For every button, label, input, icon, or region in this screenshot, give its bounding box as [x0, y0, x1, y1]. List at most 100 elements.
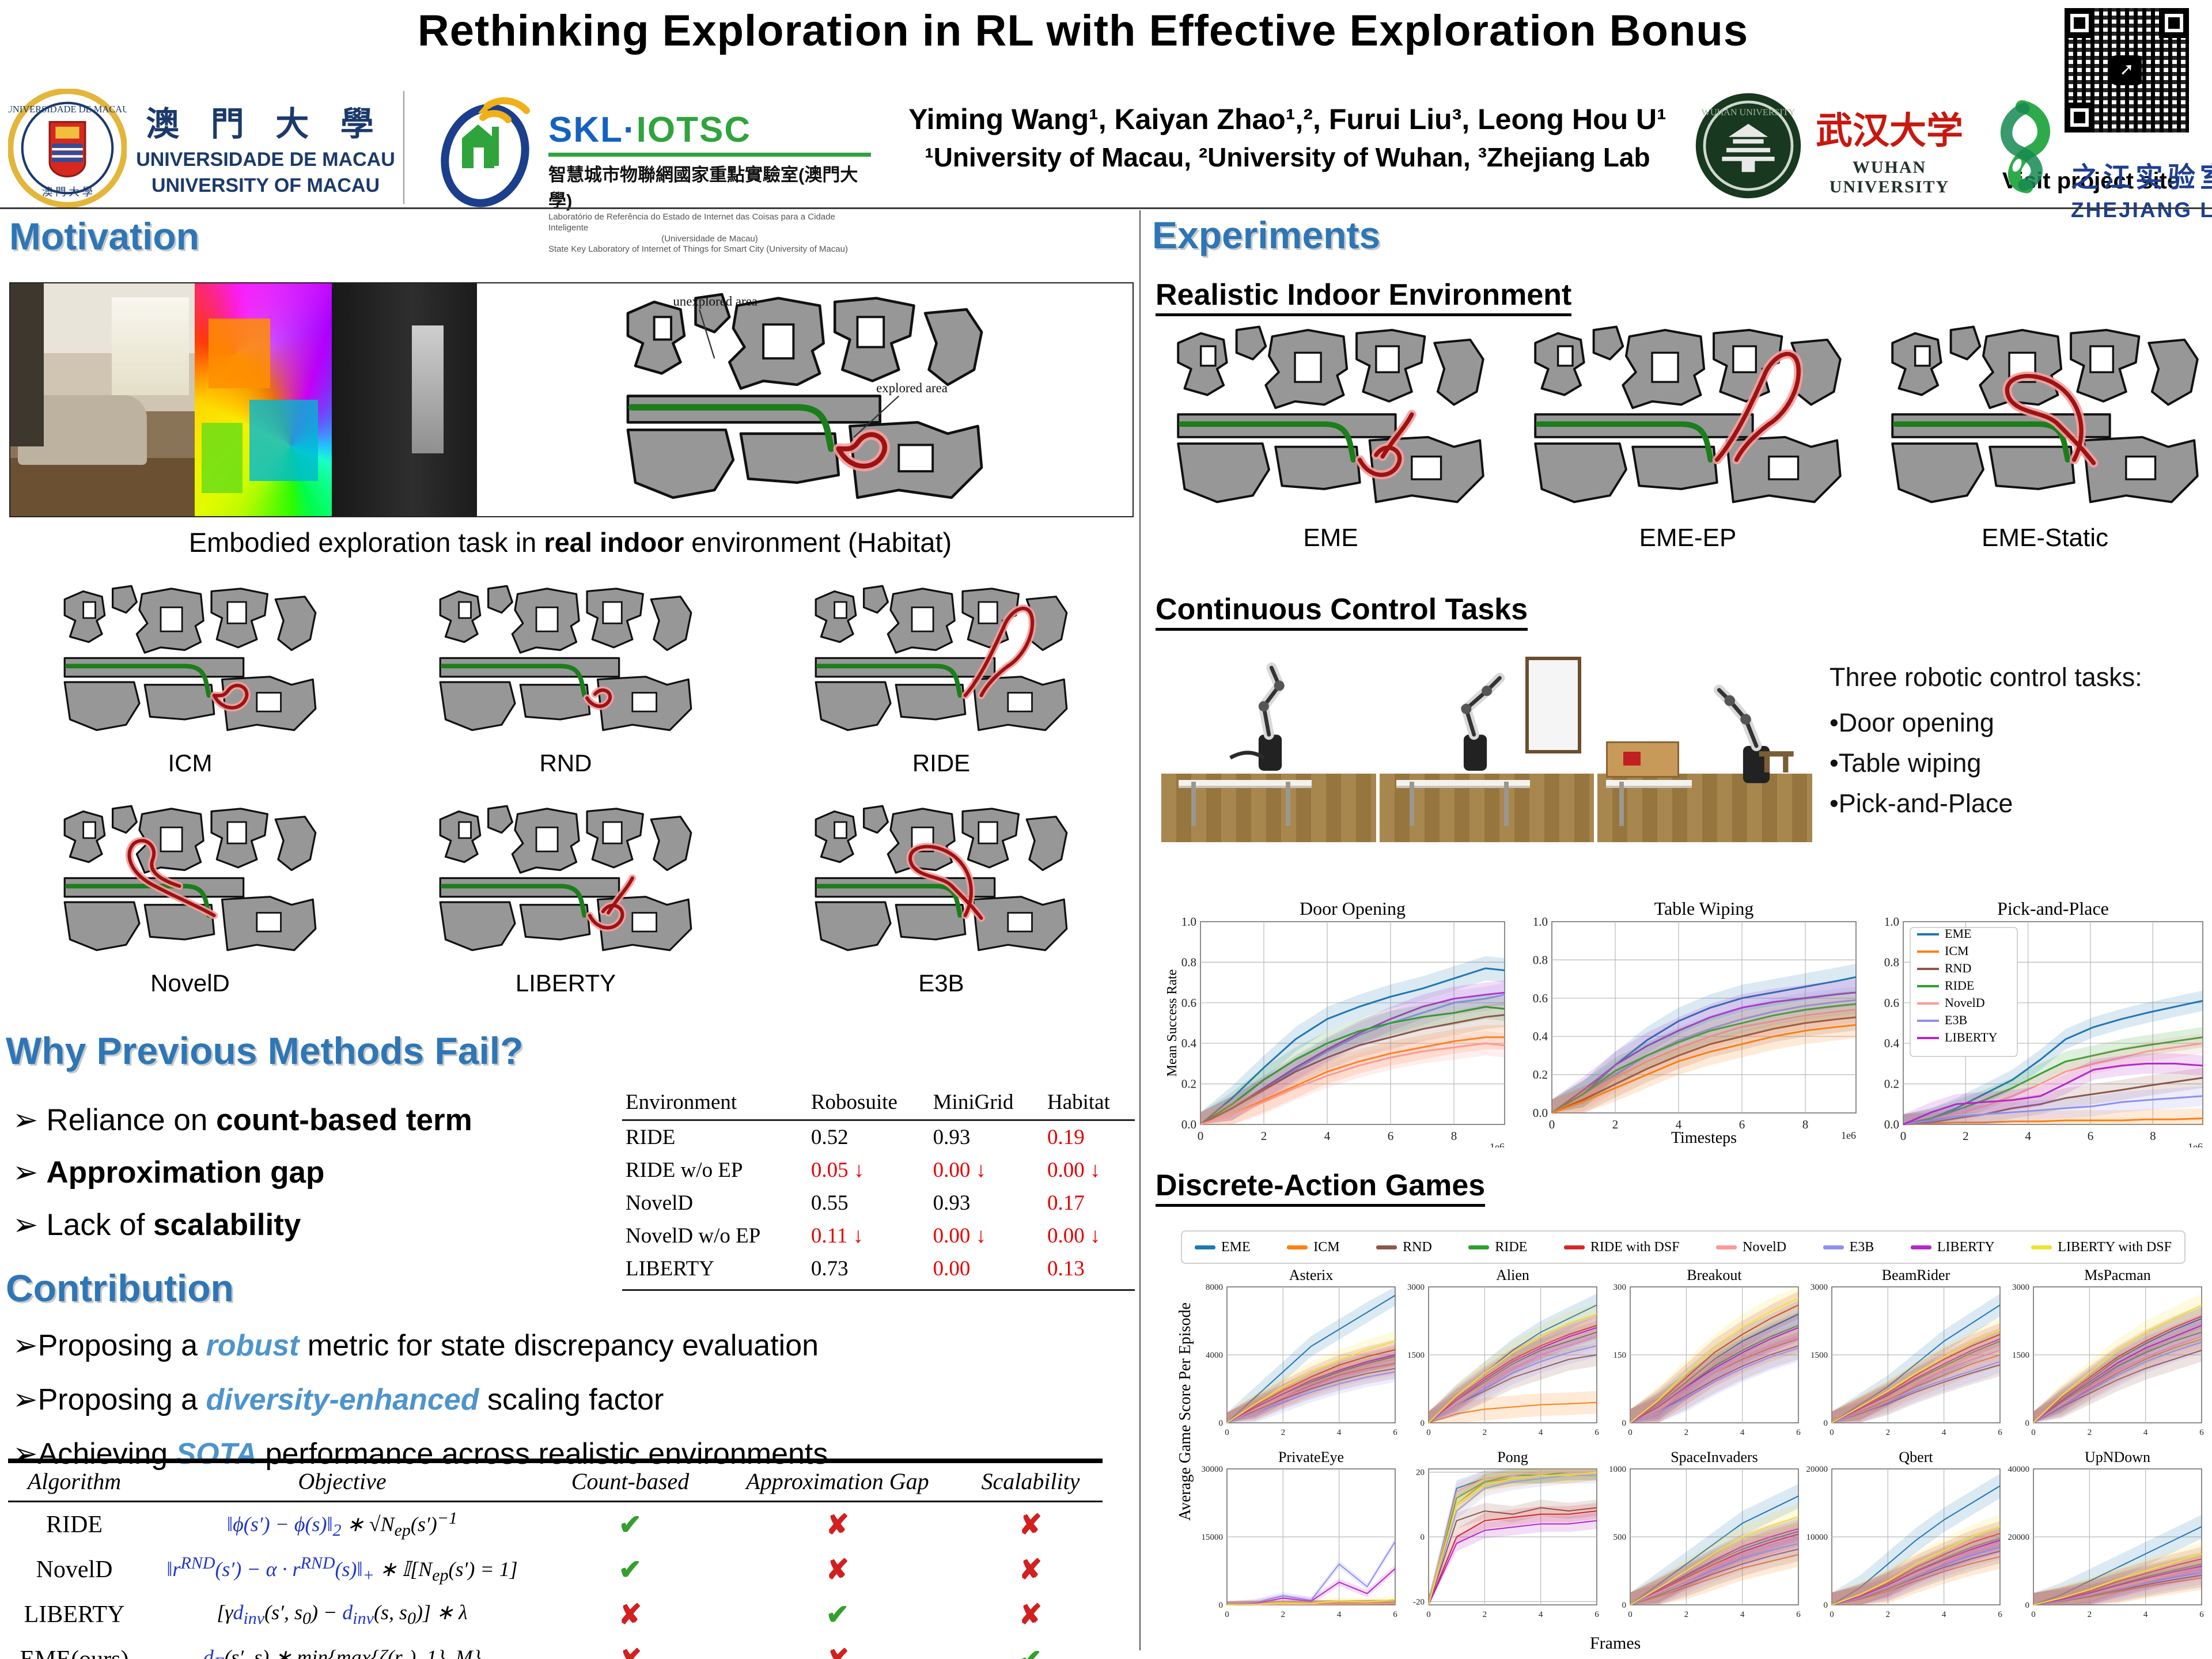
- svg-text:0: 0: [2031, 1610, 2036, 1619]
- qr-finder-icon: [2159, 8, 2189, 38]
- legend-item: LIBERTY: [1910, 1240, 1995, 1255]
- table-header: Habitat: [1043, 1089, 1135, 1121]
- atari-xlabel: Frames: [1590, 1634, 1641, 1653]
- skl-sub3: State Key Laboratory of Internet of Thin…: [548, 244, 848, 255]
- algo-header: Algorithm: [27, 1468, 122, 1494]
- table-header: MiniGrid: [929, 1089, 1044, 1121]
- atari-chart-PrivateEye: 0 15000 30000 0 2 4 6 PrivateEye: [1200, 1449, 1400, 1622]
- svg-text:0: 0: [1219, 1419, 1224, 1428]
- svg-text:0: 0: [1900, 1129, 1907, 1143]
- svg-text:6: 6: [1393, 1610, 1397, 1619]
- table-row: LIBERTY 0.73 0.00 0.13: [622, 1252, 1135, 1291]
- table-wiping-photo: [1379, 641, 1594, 842]
- table-row: NovelD 0.55 0.93 0.17: [626, 1191, 1085, 1215]
- authors-line: Yiming Wang¹, Kaiyan Zhao¹,², Furui Liu³…: [908, 103, 1666, 135]
- bullet-arrow-icon: ➢: [13, 1329, 38, 1362]
- svg-text:2: 2: [1612, 1118, 1619, 1131]
- svg-text:2: 2: [2088, 1428, 2092, 1437]
- bullet-arrow-icon: ➢: [13, 1103, 39, 1137]
- svg-text:0: 0: [2025, 1601, 2030, 1610]
- svg-text:0.2: 0.2: [1533, 1068, 1548, 1082]
- indoor-map-EME: EME: [1158, 320, 1503, 552]
- skl-iotsc-icon: [427, 92, 543, 207]
- svg-text:0.6: 0.6: [1181, 996, 1196, 1010]
- svg-text:4: 4: [1740, 1610, 1745, 1619]
- svg-text:300: 300: [1613, 1283, 1627, 1292]
- um-logo-text: 澳 門 大 學 UNIVERSIDADE DE MACAU UNIVERSITY…: [136, 97, 395, 197]
- svg-text:0: 0: [1830, 1428, 1834, 1437]
- svg-text:0: 0: [2025, 1419, 2030, 1428]
- svg-text:8: 8: [2150, 1129, 2156, 1143]
- svg-text:8000: 8000: [1206, 1283, 1223, 1292]
- svg-text:RIDE: RIDE: [1945, 978, 1974, 993]
- svg-text:RND: RND: [1945, 961, 1971, 975]
- legend-item: RIDE with DSF: [1563, 1240, 1680, 1255]
- check-icon: ✔: [959, 1643, 1103, 1659]
- legend-swatch-icon: [1195, 1245, 1215, 1249]
- svg-text:6: 6: [1739, 1118, 1745, 1131]
- algo-row-EME(ours): EME(ours)dE(s′, s) ∗ min{max{ζ(rs), 1}, …: [8, 1637, 1103, 1659]
- task-door-opening: •Door opening: [1830, 708, 1994, 737]
- svg-text:explored area: explored area: [876, 381, 948, 395]
- svg-text:4: 4: [1942, 1428, 1946, 1437]
- svg-text:1.0: 1.0: [1884, 915, 1899, 929]
- svg-text:4: 4: [1942, 1610, 1946, 1619]
- atari-chart-grid: 0 4000 8000 0 2 4 6 Asterix 0 1500 3000 0 2 4 6 Alien 0 1…: [1200, 1267, 2209, 1629]
- pick-and-place-photo: [1597, 641, 1813, 842]
- svg-text:Door Opening: Door Opening: [1300, 898, 1406, 919]
- svg-text:0.8: 0.8: [1533, 953, 1548, 967]
- cross-icon: ✘: [717, 1643, 959, 1659]
- legend-item: ICM: [1287, 1240, 1340, 1255]
- svg-text:0: 0: [1225, 1610, 1229, 1619]
- svg-text:0: 0: [1225, 1428, 1229, 1437]
- cross-icon: ✘: [1018, 1555, 1043, 1585]
- atari-chart-SpaceInvaders: 0 500 1000 0 2 4 6 SpaceInvaders: [1604, 1449, 1803, 1622]
- bullet-arrow-icon: ➢: [13, 1156, 39, 1190]
- bullet-arrow-icon: ➢: [13, 1383, 38, 1416]
- svg-text:0: 0: [1824, 1419, 1828, 1428]
- svg-text:0.4: 0.4: [1884, 1036, 1900, 1050]
- method-map-label: ICM: [168, 749, 213, 777]
- svg-text:30000: 30000: [1202, 1465, 1224, 1474]
- robot-tasks-title: Three robotic control tasks:: [1830, 662, 2142, 692]
- svg-text:10000: 10000: [1806, 1533, 1828, 1542]
- svg-text:WUHAN UNIVERSITY: WUHAN UNIVERSITY: [1702, 108, 1796, 118]
- svg-text:1000: 1000: [1609, 1465, 1626, 1474]
- svg-text:0.2: 0.2: [1181, 1077, 1196, 1091]
- zhejiang-logo-text: 之江实验室 ZHEJIANG LAB: [2071, 154, 2212, 222]
- svg-text:Alien: Alien: [1496, 1267, 1529, 1283]
- svg-text:0: 0: [1628, 1428, 1633, 1437]
- svg-text:150: 150: [1613, 1351, 1627, 1360]
- check-icon: ✔: [825, 1600, 850, 1630]
- legend-item: RND: [1376, 1240, 1432, 1255]
- svg-text:3000: 3000: [1810, 1283, 1828, 1292]
- qr-center-icon: ➚: [2112, 55, 2142, 85]
- svg-text:2: 2: [1483, 1610, 1487, 1619]
- legend-swatch-icon: [1563, 1245, 1585, 1249]
- svg-text:0: 0: [1830, 1610, 1834, 1619]
- atari-chart-BeamRider: 0 1500 3000 0 2 4 6 BeamRider: [1805, 1267, 2005, 1440]
- header-divider: [403, 91, 404, 204]
- svg-text:8: 8: [1451, 1129, 1457, 1143]
- svg-text:1500: 1500: [1810, 1351, 1828, 1360]
- wuhan-english: WUHAN UNIVERSITY: [1829, 158, 1950, 196]
- svg-text:6: 6: [1998, 1428, 2002, 1437]
- algo-header: Count-based: [571, 1468, 690, 1494]
- svg-text:4: 4: [1337, 1428, 1342, 1437]
- bullet-item: ➢ Reliance on count-based term: [13, 1103, 472, 1137]
- door-opening-chart: 0.0 0.2 0.4 0.6 0.8 1.0 0 2 4 6 8 1e6 Door Opening Me…: [1165, 896, 1512, 1153]
- svg-text:2: 2: [1684, 1428, 1689, 1437]
- svg-text:0.8: 0.8: [1884, 955, 1899, 969]
- svg-text:0: 0: [1622, 1601, 1627, 1610]
- indoor-map-label: EME-EP: [1639, 524, 1737, 552]
- svg-text:4: 4: [1676, 1118, 1682, 1131]
- motivation-heading: Motivation: [9, 215, 199, 257]
- bullet-item: ➢Achieving SOTA performance across reali…: [13, 1437, 828, 1471]
- cross-icon: ✘: [618, 1600, 642, 1630]
- svg-text:1e6: 1e6: [1490, 1141, 1505, 1147]
- why-fail-bullets: ➢ Reliance on count-based term ➢ Approximat…: [13, 1103, 612, 1260]
- svg-text:20000: 20000: [1806, 1465, 1828, 1474]
- table-row: NovelD w/o EP 0.11 ↓ 0.00 ↓ 0.00 ↓: [626, 1224, 1101, 1248]
- svg-text:4: 4: [2025, 1129, 2031, 1143]
- method-map-ICM: ICM: [9, 581, 371, 777]
